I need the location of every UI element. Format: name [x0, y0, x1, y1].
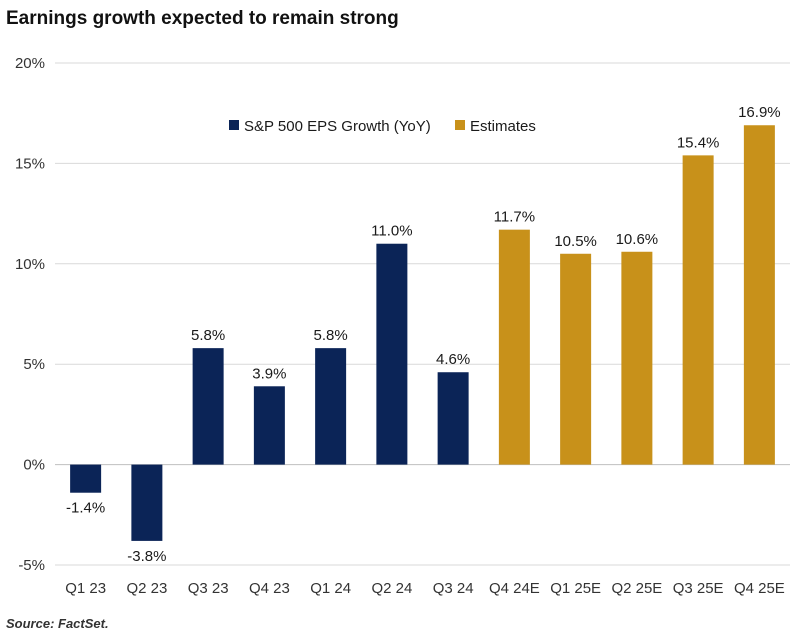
y-tick-label: 5% [23, 356, 45, 373]
x-tick-label: Q1 24 [310, 580, 351, 597]
x-tick-label: Q4 23 [249, 580, 290, 597]
data-label: -3.8% [127, 548, 166, 565]
x-tick-label: Q2 23 [126, 580, 167, 597]
bar [131, 464, 163, 541]
bar [315, 348, 347, 465]
data-label: 4.6% [436, 351, 470, 368]
bar [498, 229, 530, 465]
x-tick-label: Q1 25E [550, 580, 601, 597]
y-axis-tick-labels: 20% 15% 10% 5% 0% -5% [15, 55, 45, 574]
data-label: -1.4% [66, 500, 105, 517]
x-tick-label: Q3 23 [188, 580, 229, 597]
legend-swatch [229, 120, 239, 130]
y-tick-label: 15% [15, 155, 45, 172]
bar [253, 386, 285, 465]
x-tick-label: Q3 25E [673, 580, 724, 597]
data-labels: -1.4% -3.8% 5.8% 3.9% 5.8% 11.0% 4.6% 11.7% 10.5… [66, 104, 781, 565]
data-label: 5.8% [314, 327, 348, 344]
data-label: 3.9% [252, 365, 286, 382]
x-tick-label: Q4 25E [734, 580, 785, 597]
x-tick-label: Q2 25E [611, 580, 662, 597]
bar [621, 251, 653, 465]
x-tick-label: Q3 24 [433, 580, 474, 597]
bar [437, 372, 469, 465]
data-label: 15.4% [677, 134, 720, 151]
y-tick-label: -5% [18, 557, 45, 574]
y-tick-label: 20% [15, 55, 45, 72]
source-note: Source: FactSet. [6, 616, 109, 631]
y-tick-label: 0% [23, 457, 45, 474]
bar [192, 348, 224, 465]
x-tick-label: Q2 24 [371, 580, 412, 597]
gridlines [55, 62, 790, 566]
data-label: 10.6% [616, 231, 659, 248]
data-label: 10.5% [554, 233, 597, 250]
legend: S&P 500 EPS Growth (YoY) Estimates [229, 118, 536, 135]
legend-label: Estimates [470, 118, 536, 135]
y-tick-label: 10% [15, 256, 45, 273]
bar [376, 243, 408, 465]
x-axis-tick-labels: Q1 23 Q2 23 Q3 23 Q4 23 Q1 24 Q2 24 Q3 24 Q4 24… [65, 580, 785, 597]
bar [70, 464, 102, 493]
data-label: 5.8% [191, 327, 225, 344]
x-tick-label: Q4 24E [489, 580, 540, 597]
bars [70, 125, 775, 541]
legend-swatch [455, 120, 465, 130]
x-tick-label: Q1 23 [65, 580, 106, 597]
legend-label: S&P 500 EPS Growth (YoY) [244, 118, 431, 135]
chart-title: Earnings growth expected to remain stron… [6, 8, 399, 29]
bar [560, 253, 592, 465]
data-label: 11.7% [494, 209, 535, 226]
data-label: 11.0% [371, 223, 412, 240]
bar [682, 155, 714, 465]
bar [743, 125, 775, 465]
data-label: 16.9% [738, 104, 781, 121]
